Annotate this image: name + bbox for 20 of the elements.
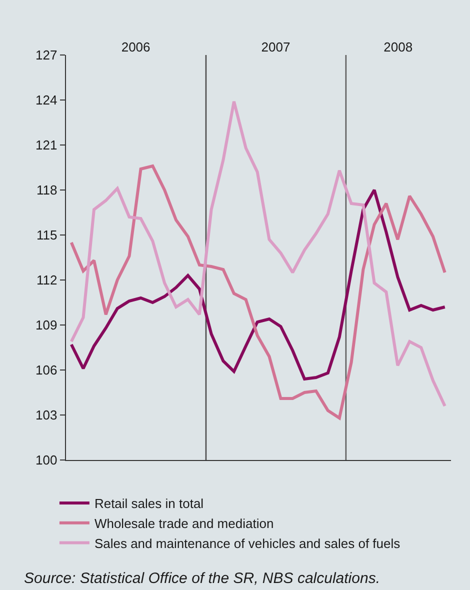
- x-tick-label: 2006: [121, 39, 150, 54]
- y-tick-label: 109: [36, 318, 58, 333]
- x-tick-label: 2008: [384, 39, 413, 54]
- y-tick-label: 103: [36, 408, 58, 423]
- y-tick-label: 112: [36, 272, 58, 288]
- line-series: [70, 188, 446, 380]
- line-series: [70, 100, 446, 408]
- line-series: [70, 164, 446, 420]
- y-tick-label: 121: [36, 138, 58, 153]
- y-tick-label: 115: [36, 228, 58, 243]
- legend-label: Retail sales in total: [94, 496, 204, 512]
- x-tick-label: 2007: [261, 39, 290, 54]
- y-tick-label: 127: [36, 48, 58, 63]
- y-tick-label: 118: [36, 182, 58, 198]
- y-tick-label: 106: [36, 362, 58, 378]
- legend-label: Wholesale trade and mediation: [94, 516, 274, 531]
- source-note: Source: Statistical Office of the SR, NBS calculations.: [24, 570, 380, 587]
- y-tick-label: 124: [36, 92, 58, 108]
- legend-label: Sales and maintenance of vehicles and sales of fuels: [94, 536, 401, 551]
- y-tick-label: 100: [36, 452, 58, 468]
